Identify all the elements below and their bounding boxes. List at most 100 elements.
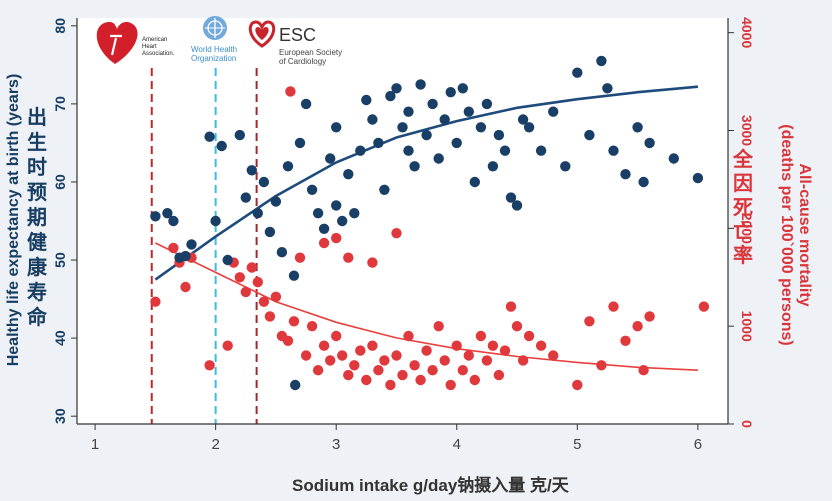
x-axis-title-en: Sodium intake g/day — [292, 476, 458, 495]
mortality-points — [150, 86, 710, 391]
aha-logo: American Heart Association. — [96, 17, 175, 64]
life-expectancy-point — [312, 208, 324, 219]
axes — [71, 18, 734, 430]
who-line1: World Health — [191, 45, 237, 54]
life-expectancy-point — [596, 55, 607, 67]
mortality-point — [523, 330, 535, 342]
life-expectancy-point — [240, 192, 251, 203]
life-expectancy-point — [523, 122, 535, 133]
life-expectancy-point — [252, 208, 263, 219]
life-expectancy-point — [186, 239, 197, 250]
mortality-point — [306, 321, 318, 332]
mortality-point — [517, 355, 529, 366]
life-expectancy-point — [290, 379, 301, 391]
y-right-axis-subtitle: (deaths per 100`000 persons) — [778, 124, 795, 345]
mortality-point — [409, 360, 420, 371]
life-expectancy-point — [511, 200, 523, 211]
life-expectancy-point — [560, 161, 571, 172]
life-expectancy-point — [294, 137, 306, 149]
mortality-point — [204, 360, 215, 371]
life-expectancy-point — [451, 137, 462, 149]
mortality-point — [337, 350, 348, 361]
y-right-axis-title: All-cause mortality — [796, 163, 813, 306]
mortality-point — [421, 345, 432, 356]
y-right-tick-label: 4000 — [739, 17, 755, 48]
mortality-point — [222, 340, 233, 351]
life-expectancy-trend — [154, 85, 699, 281]
y-left-axis-title-cn: 出生时预期健康寿命 — [27, 106, 48, 329]
mortality-point — [391, 350, 402, 361]
y-left-tick-label: 40 — [52, 330, 68, 346]
life-expectancy-point — [300, 98, 312, 110]
life-expectancy-point — [331, 122, 342, 133]
life-expectancy-point — [493, 129, 505, 141]
mortality-point — [285, 86, 296, 97]
x-tick-label: 6 — [694, 436, 702, 453]
mortality-point — [325, 355, 336, 366]
life-expectancy-point — [258, 176, 270, 188]
x-tick-label: 3 — [332, 436, 340, 453]
life-expectancy-point — [403, 145, 414, 156]
life-expectancy-point — [620, 169, 631, 180]
x-tick-label: 5 — [573, 436, 581, 453]
esc-line2: of Cardiology — [279, 57, 326, 66]
life-expectancy-point — [367, 114, 378, 125]
mortality-point — [457, 365, 468, 376]
y-right-axis-title-cn: 全因死亡率 — [732, 147, 754, 267]
mortality-point — [415, 374, 426, 386]
mortality-point — [397, 369, 408, 381]
mortality-point — [331, 232, 342, 244]
life-expectancy-point — [572, 67, 583, 78]
mortality-point — [638, 365, 649, 376]
life-expectancy-point — [216, 140, 227, 152]
mortality-point — [451, 340, 462, 351]
life-expectancy-point — [692, 172, 704, 184]
mortality-point — [349, 360, 360, 371]
mortality-point — [385, 379, 396, 391]
tick-labels: 1 2 3 4 5 6 30 40 50 60 70 80 0 1000 2000 3000 4000 — [52, 17, 755, 453]
life-expectancy-point — [421, 129, 432, 141]
mortality-point — [180, 281, 191, 293]
mortality-point — [331, 330, 342, 342]
life-expectancy-point — [403, 106, 414, 117]
life-expectancy-point — [469, 176, 480, 188]
life-expectancy-point — [373, 137, 384, 149]
mortality-point — [379, 355, 390, 366]
mortality-point — [373, 365, 384, 376]
life-expectancy-point — [644, 137, 655, 149]
reference-lines — [150, 68, 258, 424]
life-expectancy-point — [343, 169, 354, 180]
mortality-point — [608, 301, 619, 312]
mortality-point — [548, 350, 559, 361]
mortality-point — [240, 286, 251, 298]
mortality-point — [481, 355, 493, 366]
mortality-point — [499, 345, 511, 356]
aha-line3: Association. — [142, 51, 175, 57]
mortality-point — [469, 374, 480, 386]
mortality-point — [427, 365, 438, 376]
mortality-point — [505, 301, 517, 312]
mortality-point — [318, 340, 330, 351]
life-expectancy-point — [602, 83, 613, 94]
mortality-point — [367, 340, 378, 351]
mortality-point — [445, 379, 456, 391]
mortality-point — [572, 379, 583, 391]
life-expectancy-point — [391, 83, 402, 94]
life-expectancy-point — [668, 153, 679, 164]
life-expectancy-points — [150, 55, 704, 391]
life-expectancy-point — [463, 106, 474, 117]
x-tick-label: 2 — [211, 436, 219, 453]
life-expectancy-point — [433, 153, 444, 164]
esc-logo: ESC European Society of Cardiology — [248, 20, 342, 66]
life-expectancy-point — [162, 208, 173, 219]
who-logo: World Health Organization — [191, 16, 237, 63]
mortality-point — [367, 257, 378, 268]
mortality-point — [343, 252, 354, 263]
life-expectancy-point — [331, 200, 342, 211]
y-left-tick-label: 60 — [52, 174, 68, 190]
life-expectancy-point — [318, 223, 330, 234]
mortality-point — [698, 301, 710, 312]
mortality-point — [475, 330, 487, 342]
life-expectancy-point — [584, 129, 595, 141]
